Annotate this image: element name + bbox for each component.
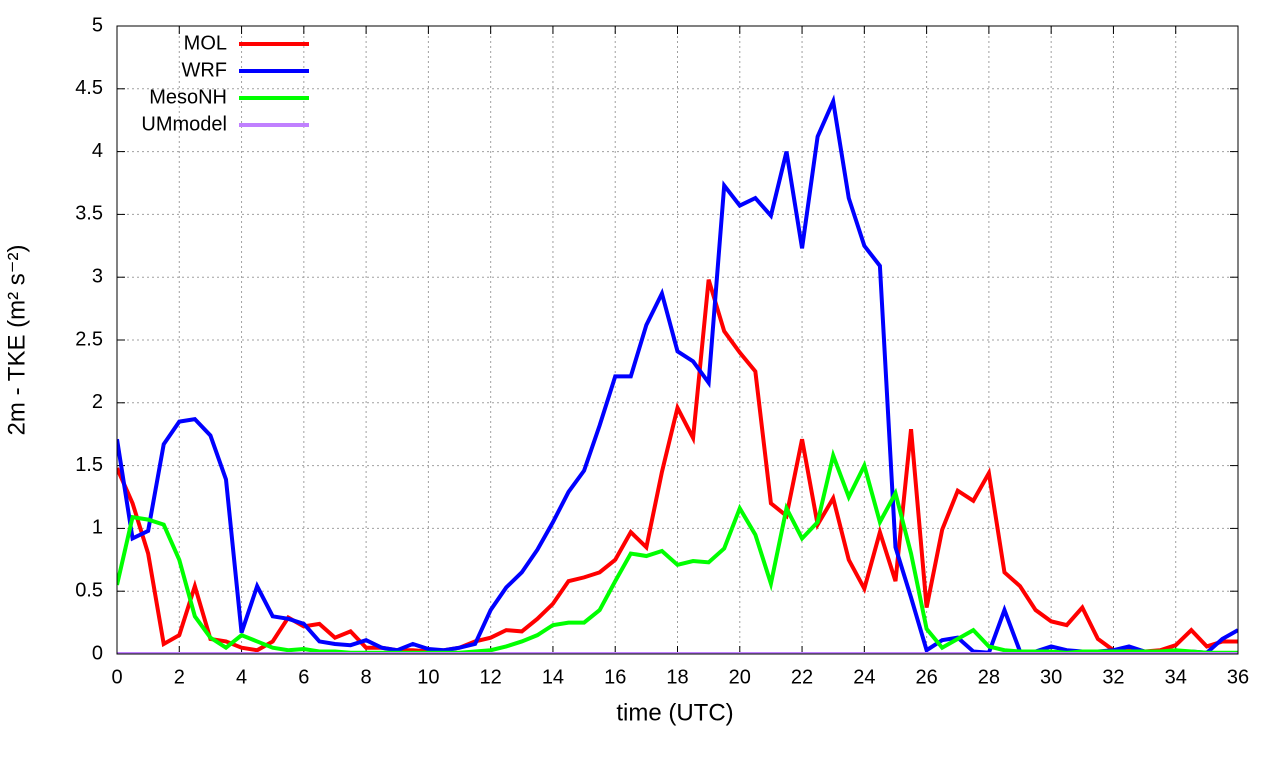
x-tick-label: 28 [978, 666, 1000, 688]
y-axis-label: 2m - TKE (m² s⁻²) [3, 245, 30, 436]
legend-label: WRF [181, 59, 227, 81]
x-tick-label: 16 [604, 666, 626, 688]
y-tick-label: 0.5 [75, 579, 103, 601]
y-tick-label: 2 [92, 391, 103, 413]
x-tick-label: 6 [298, 666, 309, 688]
x-tick-label: 26 [915, 666, 937, 688]
x-tick-label: 0 [111, 666, 122, 688]
y-tick-label: 5 [92, 14, 103, 36]
line-series [117, 448, 1238, 654]
x-tick-label: 12 [480, 666, 502, 688]
legend-label: MOL [184, 32, 227, 54]
x-tick-label: 30 [1040, 666, 1062, 688]
y-tick-label: 3.5 [75, 203, 103, 225]
x-axis-label: time (UTC) [616, 699, 733, 726]
line-series [117, 94, 1238, 654]
y-tick-label: 0 [92, 642, 103, 664]
y-tick-label: 1 [92, 517, 103, 539]
y-tick-label: 2.5 [75, 328, 103, 350]
plot-frame [116, 25, 1239, 655]
x-tick-label: 20 [729, 666, 751, 688]
y-tick-label: 4.5 [75, 77, 103, 99]
legend-label: MesoNH [149, 86, 227, 108]
x-tick-label: 8 [361, 666, 372, 688]
x-tick-label: 24 [853, 666, 875, 688]
x-tick-label: 32 [1102, 666, 1124, 688]
x-tick-label: 14 [542, 666, 564, 688]
x-tick-label: 22 [791, 666, 813, 688]
x-tick-label: 36 [1227, 666, 1249, 688]
x-tick-label: 2 [174, 666, 185, 688]
y-tick-label: 1.5 [75, 454, 103, 476]
x-tick-label: 10 [417, 666, 439, 688]
x-tick-label: 4 [236, 666, 247, 688]
x-tick-label: 34 [1165, 666, 1187, 688]
x-tick-label: 18 [666, 666, 688, 688]
y-tick-label: 4 [92, 140, 103, 162]
legend-label: UMmodel [141, 113, 227, 135]
y-tick-label: 3 [92, 265, 103, 287]
